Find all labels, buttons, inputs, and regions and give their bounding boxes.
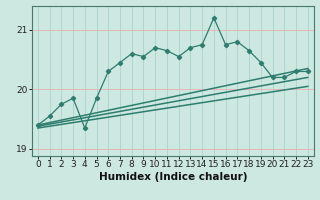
X-axis label: Humidex (Indice chaleur): Humidex (Indice chaleur) [99,172,247,182]
